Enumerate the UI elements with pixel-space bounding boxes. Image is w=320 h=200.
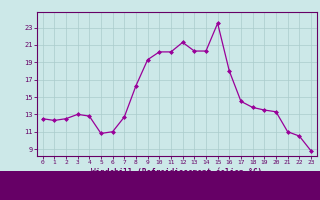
X-axis label: Windchill (Refroidissement éolien,°C): Windchill (Refroidissement éolien,°C) (91, 168, 262, 177)
